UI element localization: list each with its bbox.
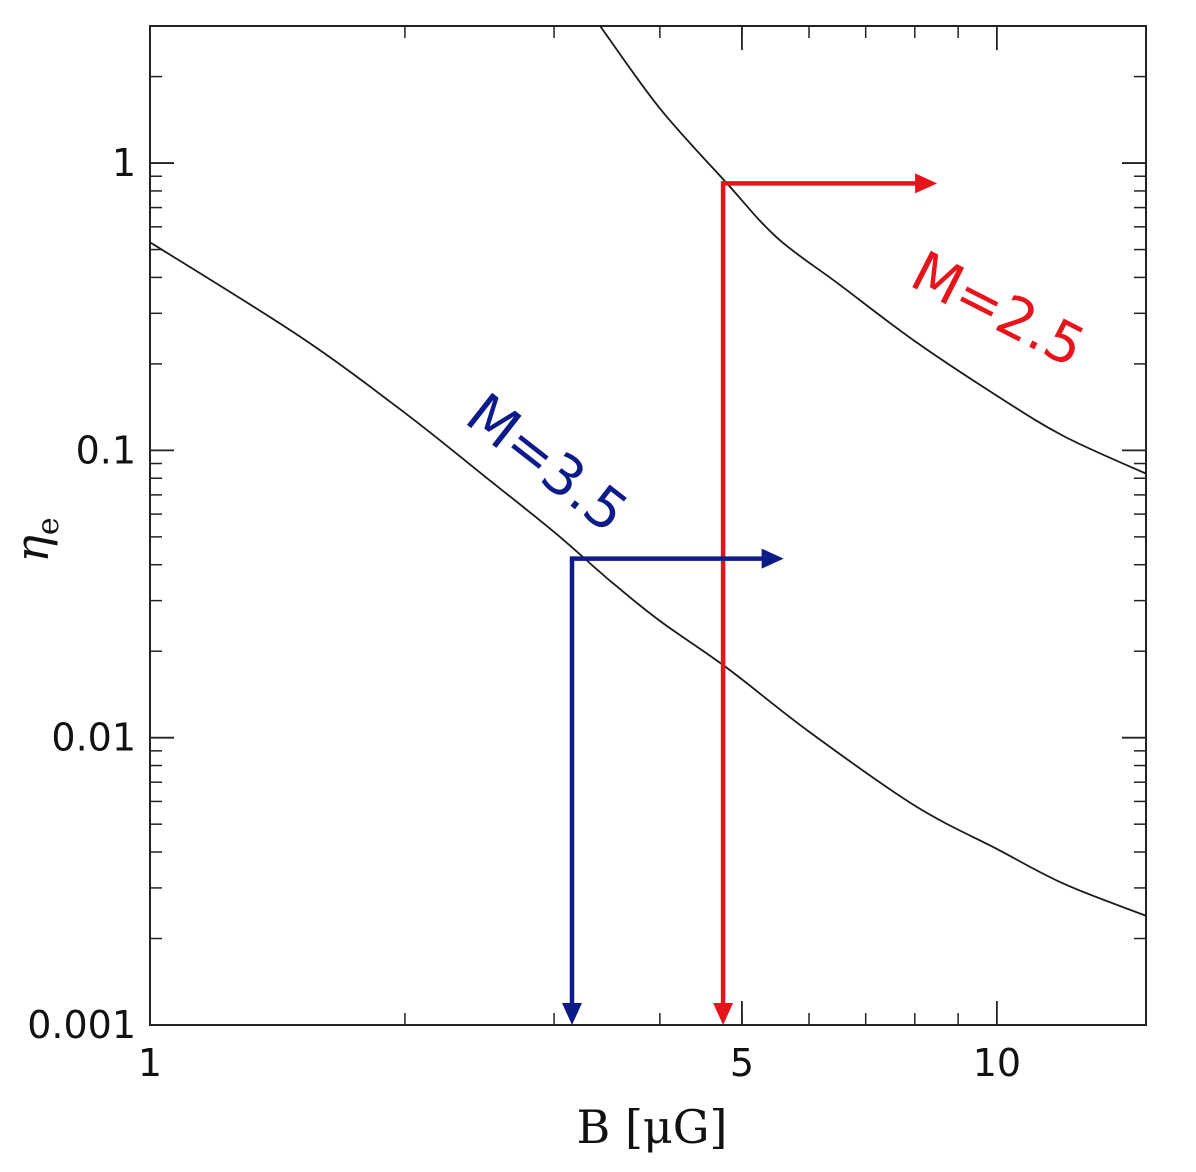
plot-frame <box>149 25 1147 1026</box>
y-axis-symbol: η <box>5 535 59 563</box>
arrows <box>562 173 938 1025</box>
arrow-head-right <box>761 548 784 569</box>
x-tick-label: 10 <box>973 1041 1021 1085</box>
series-label: M=2.5 <box>901 239 1095 381</box>
series-line <box>599 26 1146 475</box>
y-tick-label: 1 <box>112 141 136 185</box>
arrow-head-down <box>713 1003 734 1025</box>
arrow-head-down <box>562 1003 583 1025</box>
y-axis-title: ηe <box>5 517 66 562</box>
x-axis-title: B [μG] <box>577 1100 728 1154</box>
series-label: M=3.5 <box>454 381 639 546</box>
y-tick-label: 0.001 <box>27 1003 136 1047</box>
minor-ticks <box>150 26 1146 1025</box>
y-tick-label: 0.01 <box>51 716 136 760</box>
x-tick-label: 5 <box>730 1041 754 1085</box>
y-tick-labels: 0.001 0.01 0.1 1 <box>27 141 136 1047</box>
arrow-head-right <box>915 173 938 194</box>
major-ticks <box>149 26 1146 1026</box>
y-axis-subscript: e <box>31 517 66 535</box>
x-tick-labels: 1 5 10 <box>138 1041 1021 1085</box>
series-line <box>150 241 1146 917</box>
y-tick-label: 0.1 <box>76 428 136 472</box>
curves <box>150 26 1146 917</box>
x-tick-label: 1 <box>138 1041 162 1085</box>
series-labels: M=2.5 M=3.5 <box>454 239 1095 546</box>
